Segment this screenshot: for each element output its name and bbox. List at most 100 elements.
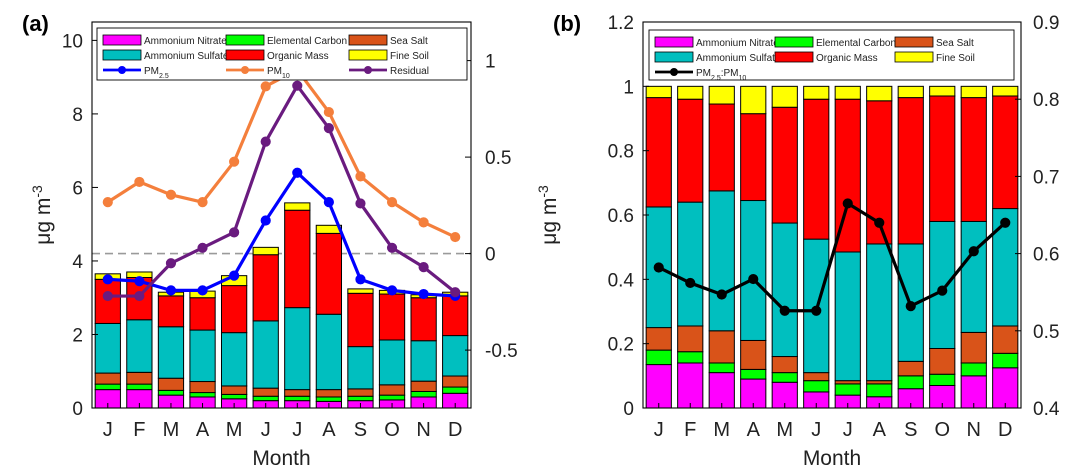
bar-segment	[252, 254, 279, 322]
panel-label: (b)	[553, 11, 581, 36]
data-point	[968, 246, 979, 257]
series-line	[107, 84, 457, 298]
bar-segment	[315, 313, 343, 391]
bar-segment	[410, 380, 437, 392]
legend-swatch	[654, 36, 694, 48]
bar-segment	[94, 322, 121, 374]
legend-swatch	[894, 51, 934, 63]
bar-segment	[929, 347, 956, 375]
x-tick-label: J	[811, 419, 821, 441]
bar-segment	[803, 85, 830, 100]
bar-segment	[834, 251, 861, 382]
bar-segment	[771, 106, 798, 224]
legend-marker	[364, 66, 372, 74]
y-tick-label: 0.4	[608, 270, 635, 291]
y-tick-label: 4	[72, 252, 83, 273]
legend-swatch	[774, 51, 814, 63]
data-point	[134, 290, 145, 302]
bar-segment	[347, 288, 374, 294]
bar-segment	[378, 293, 406, 341]
bar-segment	[157, 377, 185, 391]
bar-segment	[315, 389, 343, 398]
data-point	[355, 198, 366, 209]
bar-segment	[740, 200, 767, 341]
data-point	[229, 227, 240, 238]
bar-segment	[252, 395, 279, 402]
bar-segment	[189, 392, 216, 398]
bar-segment	[834, 98, 861, 253]
bar-segment	[220, 332, 248, 387]
x-tick-label: A	[196, 419, 210, 441]
data-point	[165, 285, 177, 296]
bar-segment	[157, 295, 185, 328]
bar-segment	[378, 339, 406, 386]
bar-segment	[866, 383, 893, 398]
legend-swatch	[774, 36, 814, 48]
bar-segment	[708, 190, 735, 332]
y-tick-label: 0.8	[608, 142, 634, 163]
bar-segment	[284, 307, 311, 391]
bar-segment	[677, 85, 704, 100]
y-tick-label: 0.6	[608, 206, 634, 227]
x-tick-label: M	[163, 419, 180, 441]
y-tick-label: 0	[623, 399, 634, 420]
bar-segment	[929, 220, 956, 349]
bar-segment	[897, 375, 924, 390]
legend-label: Residual	[390, 66, 429, 77]
bar-segment	[834, 383, 861, 396]
bar-segment	[708, 330, 735, 364]
plot-frame	[91, 21, 472, 409]
data-point	[905, 300, 916, 312]
bar-segment	[740, 85, 767, 115]
bar-segment	[803, 372, 830, 382]
legend-swatch	[348, 34, 388, 46]
panel-b: (b)00.20.40.60.811.20.40.50.60.70.80.9J F…	[535, 11, 1060, 469]
y-tick-label: 1	[623, 77, 634, 98]
legend-label: PM2.5	[144, 66, 169, 80]
bar-segment	[94, 372, 121, 385]
data-point	[260, 81, 271, 92]
x-tick-label: D	[998, 419, 1012, 441]
bar-segment	[992, 352, 1019, 369]
data-point	[292, 80, 303, 91]
bar-segment	[284, 395, 311, 402]
bar-segment	[677, 362, 704, 409]
x-axis-title: Month	[803, 447, 861, 469]
bar-segment	[771, 222, 798, 358]
data-point	[260, 215, 271, 226]
data-point	[937, 285, 948, 296]
bar-segment	[960, 362, 987, 377]
bar-segment	[677, 201, 704, 327]
data-point	[418, 262, 429, 273]
x-tick-label: O	[934, 419, 950, 441]
panel-label: (a)	[22, 11, 49, 36]
data-point	[779, 305, 790, 316]
data-point	[355, 274, 366, 285]
bar-segment	[347, 346, 374, 390]
legend-label: Fine Soil	[936, 53, 975, 64]
bar-segment	[220, 385, 248, 395]
data-point	[716, 289, 727, 300]
legend-swatch	[894, 36, 934, 48]
bar-segment	[252, 246, 279, 256]
data-point	[450, 231, 461, 243]
legend-swatch	[225, 49, 265, 61]
legend-swatch	[654, 51, 694, 63]
x-tick-label: A	[873, 419, 887, 441]
data-point	[102, 290, 113, 302]
bar-segment	[126, 319, 153, 373]
series-line	[106, 68, 456, 239]
bar-segment	[740, 339, 767, 370]
data-point	[102, 274, 113, 285]
series-line	[107, 171, 456, 298]
bar-segment	[442, 335, 469, 377]
x-tick-label: A	[747, 419, 761, 441]
bar-segment	[708, 103, 735, 192]
bar-segment	[189, 329, 216, 383]
data-point	[811, 305, 822, 316]
legend-marker	[670, 68, 678, 76]
bar-segment	[803, 380, 830, 393]
data-point	[323, 123, 334, 134]
data-point	[386, 197, 398, 208]
